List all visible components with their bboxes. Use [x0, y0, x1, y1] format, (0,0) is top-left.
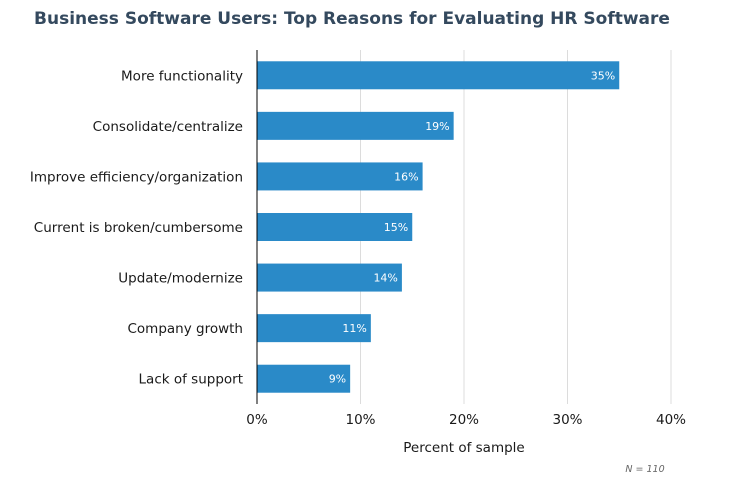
bar	[257, 111, 454, 140]
x-axis-ticks: 0% 10% 20% 30% 40%	[246, 412, 686, 428]
bar-value-label: 15%	[384, 221, 408, 234]
bar-value-label: 14%	[373, 272, 397, 285]
chart-title: Business Software Users: Top Reasons for…	[34, 9, 670, 29]
category-label: Consolidate/centralize	[93, 119, 243, 135]
bar-value-label: 16%	[394, 170, 418, 183]
bar	[257, 213, 413, 241]
x-tick-label: 40%	[656, 412, 686, 428]
x-tick-label: 10%	[345, 412, 375, 428]
category-label: Improve efficiency/organization	[30, 169, 243, 185]
x-axis-title: Percent of sample	[403, 440, 524, 456]
bar	[257, 263, 402, 292]
sample-size-note: N = 110	[625, 464, 664, 475]
category-label: Update/modernize	[118, 271, 243, 287]
bar-value-label: 35%	[591, 69, 615, 82]
bar-value-label: 19%	[425, 120, 449, 133]
bar	[257, 314, 371, 343]
bar	[257, 364, 351, 393]
bar	[257, 61, 620, 90]
bar-value-label: 11%	[342, 322, 366, 335]
bars: 35% 19% 16% 15% 14% 11% 9%	[257, 61, 620, 393]
category-label: Current is broken/cumbersome	[34, 220, 243, 236]
category-label: More functionality	[121, 68, 243, 84]
x-tick-label: 30%	[552, 412, 582, 428]
bar	[257, 162, 423, 191]
category-label: Lack of support	[139, 372, 243, 388]
x-tick-label: 20%	[449, 412, 479, 428]
category-label: Company growth	[128, 321, 244, 337]
x-tick-label: 0%	[246, 412, 268, 428]
category-labels: More functionality Consolidate/centralize…	[30, 68, 243, 387]
bar-value-label: 9%	[329, 373, 346, 386]
